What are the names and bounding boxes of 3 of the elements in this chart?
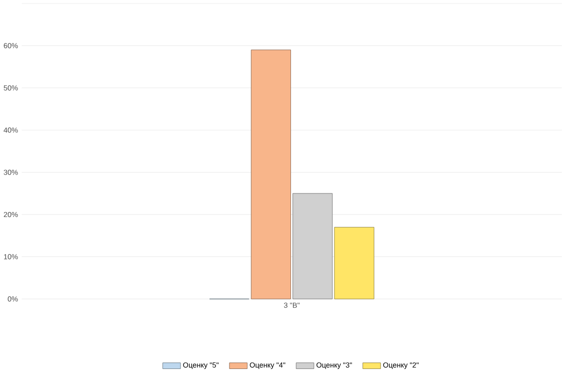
bar xyxy=(292,193,333,300)
bar xyxy=(334,226,374,300)
bar xyxy=(250,50,291,300)
